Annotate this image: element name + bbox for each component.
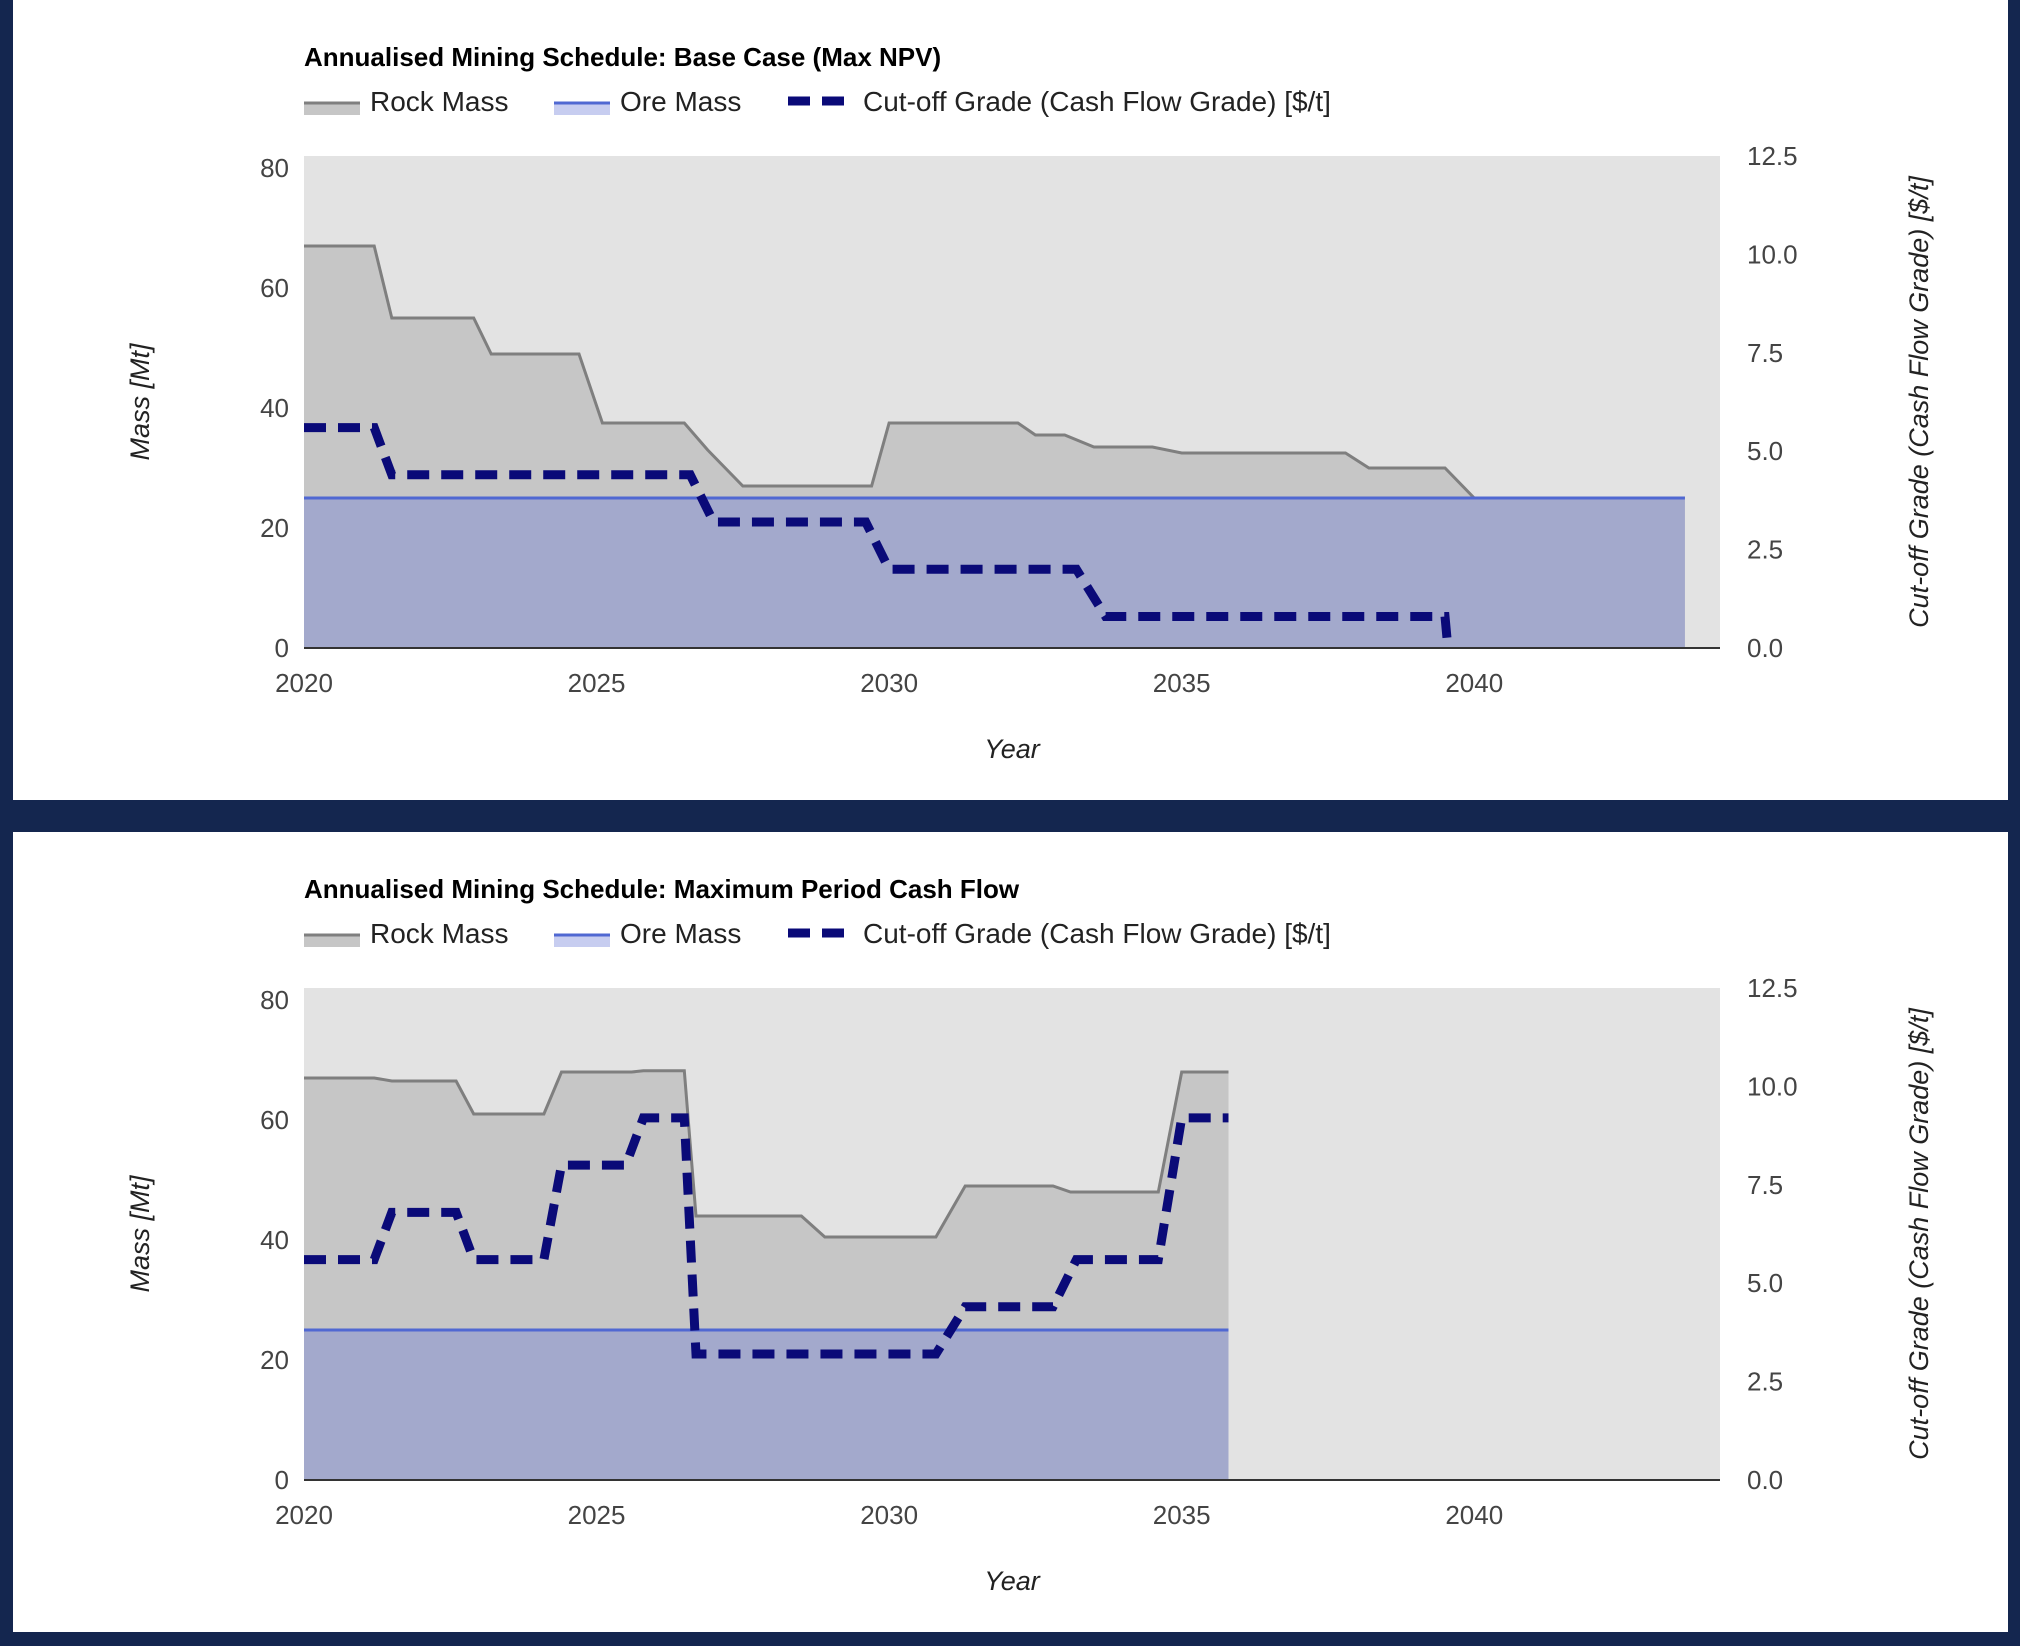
y2-tick-label: 12.5 xyxy=(1747,973,1798,1003)
series-cutoff-grade-line xyxy=(304,423,1453,649)
y-tick-label: 80 xyxy=(260,153,289,183)
y-tick-label: 60 xyxy=(260,273,289,303)
x-tick-label: 2025 xyxy=(568,668,626,698)
legend-swatch-rock-mass xyxy=(304,935,360,947)
y-axis-title: Mass [Mt] xyxy=(125,1174,155,1293)
x-tick-label: 2035 xyxy=(1153,668,1211,698)
series-rock-mass-line xyxy=(304,244,1685,500)
y-tick-label: 80 xyxy=(260,985,289,1015)
chart-title: Annualised Mining Schedule: Maximum Peri… xyxy=(304,874,1020,904)
y-tick-label: 20 xyxy=(260,513,289,543)
y2-tick-label: 5.0 xyxy=(1747,436,1783,466)
y2-tick-label: 10.0 xyxy=(1747,239,1798,269)
legend: Rock Mass Ore Mass Cut-off Grade (Cash Flo… xyxy=(304,86,1331,117)
legend-label-ore-mass: Ore Mass xyxy=(620,86,741,117)
legend-label-rock-mass: Rock Mass xyxy=(370,86,508,117)
legend-swatch-ore-mass xyxy=(554,935,610,947)
y-axis-title: Mass [Mt] xyxy=(125,342,155,461)
x-tick-label: 2030 xyxy=(860,1500,918,1530)
chart-panel-max-cash-flow: Annualised Mining Schedule: Maximum Peri… xyxy=(13,832,2008,1632)
x-tick-label: 2025 xyxy=(568,1500,626,1530)
series-ore-mass-area xyxy=(304,498,1685,648)
legend-label-cutoff-grade: Cut-off Grade (Cash Flow Grade) [$/t] xyxy=(863,86,1331,117)
legend-label-rock-mass: Rock Mass xyxy=(370,918,508,949)
y-tick-label: 0 xyxy=(275,633,289,663)
chart-title: Annualised Mining Schedule: Base Case (M… xyxy=(304,42,941,72)
x-tick-label: 2035 xyxy=(1153,1500,1211,1530)
series-rock-mass-line xyxy=(304,1069,1229,1239)
y2-axis-title: Cut-off Grade (Cash Flow Grade) [$/t] xyxy=(1904,1007,1934,1460)
series-cutoff-grade-line xyxy=(304,1113,1229,1359)
y2-tick-label: 0.0 xyxy=(1747,1465,1783,1495)
series-ore-mass-area xyxy=(304,1330,1229,1480)
y2-tick-label: 7.5 xyxy=(1747,338,1783,368)
x-tick-label: 2040 xyxy=(1445,1500,1503,1530)
chart-max-period-cash-flow: Annualised Mining Schedule: Maximum Peri… xyxy=(125,874,1934,1596)
x-tick-label: 2020 xyxy=(275,1500,333,1530)
x-tick-label: 2030 xyxy=(860,668,918,698)
x-tick-label: 2020 xyxy=(275,668,333,698)
y2-tick-label: 10.0 xyxy=(1747,1071,1798,1101)
legend-swatch-ore-mass xyxy=(554,103,610,115)
chart-panel-base-case: Annualised Mining Schedule: Base Case (M… xyxy=(13,0,2008,800)
legend-swatch-rock-mass xyxy=(304,103,360,115)
y2-tick-label: 12.5 xyxy=(1747,141,1798,171)
legend: Rock Mass Ore Mass Cut-off Grade (Cash Flo… xyxy=(304,918,1331,949)
y2-axis-title: Cut-off Grade (Cash Flow Grade) [$/t] xyxy=(1904,175,1934,628)
y2-tick-label: 7.5 xyxy=(1747,1170,1783,1200)
x-tick-label: 2040 xyxy=(1445,668,1503,698)
y-tick-label: 40 xyxy=(260,1225,289,1255)
y2-tick-label: 2.5 xyxy=(1747,1367,1783,1397)
y-tick-label: 20 xyxy=(260,1345,289,1375)
legend-label-ore-mass: Ore Mass xyxy=(620,918,741,949)
chart-base-case: Annualised Mining Schedule: Base Case (M… xyxy=(125,42,1934,764)
y2-tick-label: 5.0 xyxy=(1747,1268,1783,1298)
legend-label-cutoff-grade: Cut-off Grade (Cash Flow Grade) [$/t] xyxy=(863,918,1331,949)
x-axis-title: Year xyxy=(984,1566,1041,1596)
y-tick-label: 60 xyxy=(260,1105,289,1135)
y-tick-label: 0 xyxy=(275,1465,289,1495)
x-axis-title: Year xyxy=(984,734,1041,764)
y2-tick-label: 2.5 xyxy=(1747,535,1783,565)
y2-tick-label: 0.0 xyxy=(1747,633,1783,663)
y-tick-label: 40 xyxy=(260,393,289,423)
